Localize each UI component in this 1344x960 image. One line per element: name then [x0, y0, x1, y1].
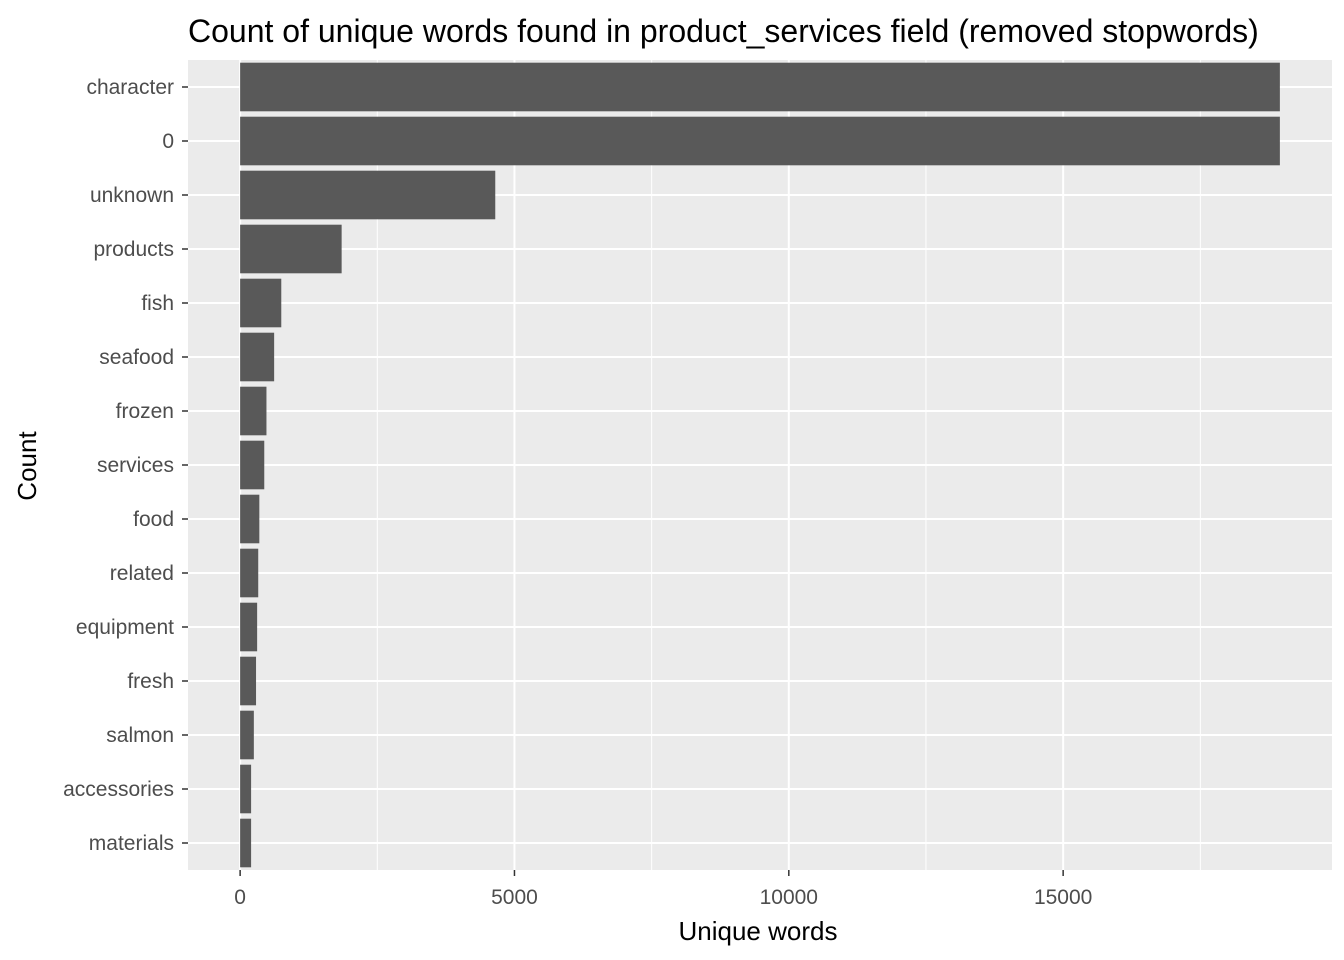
bar-materials: [240, 818, 252, 868]
y-tick-label: fresh: [127, 670, 174, 693]
x-tick-label: 10000: [760, 886, 818, 909]
y-tick-label: fish: [141, 292, 174, 315]
bar-unknown: [240, 170, 496, 220]
bar-accessories: [240, 764, 252, 814]
y-tick-label: accessories: [63, 778, 174, 801]
bar-frozen: [240, 386, 267, 436]
bar-fresh: [240, 656, 257, 706]
y-tick-label: related: [110, 562, 174, 585]
y-tick-label: products: [93, 238, 174, 261]
bars: [240, 62, 1280, 868]
bar-salmon: [240, 710, 254, 760]
y-tick-label: food: [133, 508, 174, 531]
x-axis: 0 5000 10000 15000: [234, 870, 1092, 909]
x-axis-title: Unique words: [679, 916, 838, 946]
bar-0: [240, 116, 1280, 166]
y-tick-label: frozen: [116, 400, 174, 423]
y-tick-label: unknown: [90, 184, 174, 207]
y-axis-title: Count: [12, 431, 42, 501]
y-tick-label: services: [97, 454, 174, 477]
bar-equipment: [240, 602, 258, 652]
x-tick-label: 0: [234, 886, 246, 909]
x-tick-label: 15000: [1034, 886, 1092, 909]
bar-related: [240, 548, 259, 598]
y-tick-label: salmon: [106, 724, 174, 747]
bar-products: [240, 224, 342, 274]
y-tick-label: equipment: [76, 616, 174, 639]
bar-services: [240, 440, 265, 490]
y-tick-label: 0: [162, 130, 174, 153]
y-axis: character 0 unknown products fish seafood froz…: [63, 76, 188, 855]
x-tick-label: 5000: [491, 886, 538, 909]
y-tick-label: seafood: [99, 346, 174, 369]
y-tick-label: materials: [89, 832, 174, 855]
chart-title: Count of unique words found in product_s…: [188, 13, 1259, 49]
bar-character: [240, 62, 1280, 112]
bar-seafood: [240, 332, 275, 382]
bar-food: [240, 494, 260, 544]
bar-fish: [240, 278, 282, 328]
y-tick-label: character: [86, 76, 174, 99]
